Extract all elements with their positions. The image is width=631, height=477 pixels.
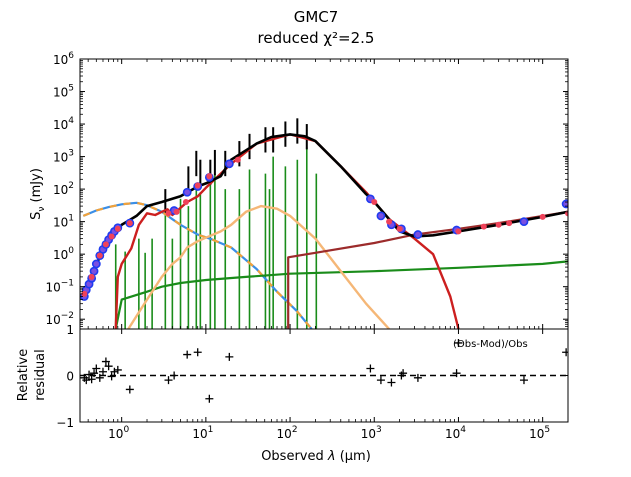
- residual-point: [366, 364, 375, 373]
- x-axis-label: Observed λ (μm): [261, 449, 371, 464]
- residual-point: [110, 367, 119, 376]
- residual-point: [519, 376, 528, 385]
- y-tick-label: 102: [53, 181, 74, 197]
- residual-point: [87, 375, 96, 384]
- x-tick-label: 101: [192, 425, 213, 441]
- residual-point: [183, 350, 192, 359]
- model-point: [126, 220, 133, 227]
- observed-point: [376, 211, 386, 221]
- residual-point: [413, 373, 422, 382]
- residual-y-label-line1: Relative: [16, 349, 31, 401]
- model-point: [234, 156, 241, 163]
- residual-point: [193, 348, 202, 357]
- y-tick-label: 100: [53, 246, 74, 262]
- series-dust-emission: [127, 204, 390, 329]
- residual-point: [225, 352, 234, 361]
- residual-point: [205, 394, 214, 403]
- observed-point: [91, 259, 101, 269]
- residual-y-label-line2: residual: [33, 349, 48, 401]
- residual-point: [101, 357, 110, 366]
- model-point: [396, 225, 403, 232]
- residual-point: [125, 385, 134, 394]
- residual-point: [113, 365, 122, 374]
- x-tick-label: 102: [277, 425, 298, 441]
- residual-point: [454, 338, 463, 347]
- residual-point: [82, 376, 91, 385]
- y-axis-label: Sν (mJy): [29, 168, 47, 220]
- y-tick-label: 10−1: [45, 279, 74, 295]
- x-tick-label: 105: [529, 425, 550, 441]
- series-radio-nonthermal: [287, 210, 568, 329]
- residual-point: [170, 371, 179, 380]
- model-point: [114, 225, 121, 232]
- model-point: [455, 228, 462, 235]
- residual-point: [98, 367, 107, 376]
- residual-point: [164, 376, 173, 385]
- model-point: [371, 199, 378, 206]
- chart-title: GMC7: [294, 8, 339, 26]
- model-point: [173, 208, 180, 215]
- series-model-spectrum: [82, 133, 568, 295]
- model-point: [539, 213, 546, 220]
- model-point: [480, 223, 487, 230]
- residual-point: [562, 348, 568, 357]
- observed-point: [413, 230, 423, 239]
- observed-point: [224, 159, 234, 169]
- chart-subtitle: reduced χ²=2.5: [258, 29, 375, 47]
- residual-y-tick-label: −1: [56, 416, 74, 430]
- y-tick-label: 103: [53, 149, 74, 165]
- series-AGN: [114, 133, 460, 329]
- observed-point: [89, 266, 99, 276]
- y-tick-label: 105: [53, 84, 74, 100]
- series-unattenuated-stellar: [82, 201, 313, 329]
- residual-point: [85, 370, 94, 379]
- model-point: [102, 241, 109, 248]
- residual-point: [376, 376, 385, 385]
- model-point: [506, 220, 513, 227]
- model-point: [182, 199, 189, 206]
- residual-y-tick-label: 0: [66, 370, 74, 384]
- model-point: [96, 252, 103, 259]
- model-point: [88, 273, 95, 280]
- x-tick-label: 104: [445, 425, 466, 441]
- residual-point: [95, 373, 104, 382]
- model-point: [206, 173, 213, 180]
- y-tick-label: 101: [53, 214, 74, 230]
- model-point: [194, 182, 201, 189]
- residual-point: [92, 364, 101, 373]
- y-tick-label: 106: [53, 51, 74, 67]
- residual-point: [387, 378, 396, 387]
- residual-y-tick-label: 1: [66, 323, 74, 337]
- residual-point: [104, 362, 113, 371]
- residual-point: [90, 369, 99, 378]
- observed-point: [182, 187, 192, 197]
- series-nebular-lines: [114, 260, 568, 329]
- residual-point: [107, 372, 116, 381]
- y-tick-label: 104: [53, 116, 74, 132]
- model-point: [495, 221, 502, 228]
- x-tick-label: 103: [361, 425, 382, 441]
- main-plot-area: [80, 118, 568, 329]
- y-tick-label: 10−2: [45, 311, 74, 327]
- observed-point: [519, 217, 529, 227]
- residual-plot-area: [80, 338, 568, 403]
- model-point: [108, 233, 115, 240]
- model-point: [81, 290, 88, 297]
- residual-legend: (Obs-Mod)/Obs: [453, 339, 528, 350]
- model-point: [386, 218, 393, 225]
- x-tick-label: 100: [108, 425, 129, 441]
- axes: 100 101 102 103 104 10510−210−110010110210310…: [45, 51, 569, 441]
- residual-point: [452, 369, 461, 378]
- residual-point: [399, 369, 408, 378]
- model-point: [165, 210, 172, 217]
